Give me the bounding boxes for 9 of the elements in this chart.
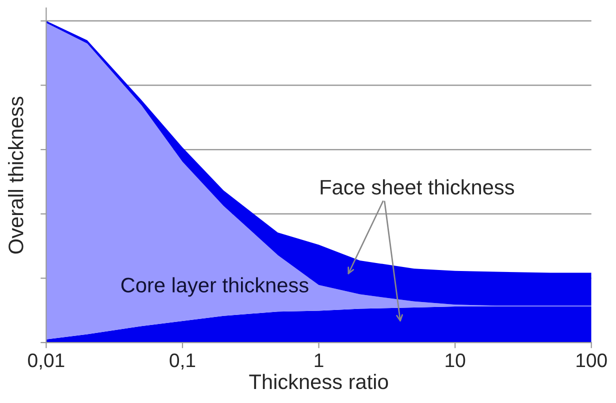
x-tick-label: 0,01 (28, 353, 64, 370)
x-tick-label: 0,1 (170, 353, 196, 370)
x-tick-label: 10 (446, 353, 466, 368)
annotation: Face sheet thickness (320, 179, 514, 195)
x-tick-label: 100 (576, 353, 607, 368)
x-tick-label: 1 (314, 354, 324, 368)
series-label: Core layer thickness (121, 277, 308, 297)
x-axis-title: Thickness ratio (249, 374, 388, 390)
y-axis-title: Overall thickness (8, 96, 24, 254)
